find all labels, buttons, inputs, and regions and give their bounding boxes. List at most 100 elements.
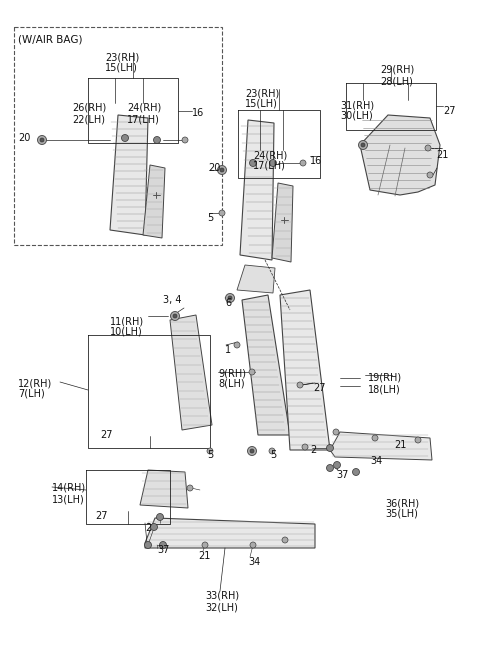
Text: (W/AIR BAG): (W/AIR BAG) (18, 35, 83, 45)
Circle shape (297, 382, 303, 388)
Polygon shape (140, 470, 188, 508)
Text: 20: 20 (208, 163, 220, 173)
Circle shape (173, 314, 177, 318)
Circle shape (159, 541, 167, 548)
Circle shape (249, 369, 255, 375)
Text: 15(LH): 15(LH) (105, 63, 138, 73)
Polygon shape (237, 265, 275, 293)
Circle shape (326, 445, 334, 451)
Polygon shape (240, 120, 274, 260)
Circle shape (207, 448, 213, 454)
Text: 14(RH): 14(RH) (52, 483, 86, 493)
Text: 12(RH): 12(RH) (18, 378, 52, 388)
Circle shape (219, 210, 225, 216)
Circle shape (352, 468, 360, 476)
Text: 22(LH): 22(LH) (72, 114, 105, 124)
Circle shape (250, 159, 256, 167)
Text: 10(LH): 10(LH) (110, 327, 143, 337)
Text: 5: 5 (207, 450, 213, 460)
Circle shape (202, 542, 208, 548)
Circle shape (250, 542, 256, 548)
Polygon shape (170, 315, 212, 430)
Circle shape (326, 464, 334, 472)
Text: 16: 16 (192, 108, 204, 118)
Text: 21: 21 (436, 150, 448, 160)
Text: 27: 27 (100, 430, 112, 440)
Circle shape (415, 437, 421, 443)
Polygon shape (272, 183, 293, 262)
Text: 27: 27 (443, 106, 456, 116)
Polygon shape (145, 518, 315, 548)
Text: 28(LH): 28(LH) (380, 76, 413, 86)
Circle shape (156, 514, 164, 520)
Text: 21: 21 (394, 440, 407, 450)
Text: 8(LH): 8(LH) (218, 379, 245, 389)
Circle shape (121, 134, 129, 142)
Text: 32(LH): 32(LH) (205, 602, 238, 612)
Text: 1: 1 (225, 345, 231, 355)
Circle shape (40, 138, 44, 142)
Text: 34: 34 (248, 557, 260, 567)
Circle shape (170, 312, 180, 321)
Text: 24(RH): 24(RH) (253, 150, 287, 160)
Polygon shape (110, 115, 148, 235)
Text: 37: 37 (336, 470, 348, 480)
Circle shape (425, 145, 431, 151)
Text: 30(LH): 30(LH) (340, 111, 373, 121)
Text: 23(RH): 23(RH) (105, 52, 139, 62)
Circle shape (182, 137, 188, 143)
Circle shape (187, 485, 193, 491)
Text: 9(RH): 9(RH) (218, 368, 246, 378)
Text: 16: 16 (310, 156, 322, 166)
Text: 27: 27 (313, 383, 325, 393)
Circle shape (372, 435, 378, 441)
Text: 21: 21 (198, 551, 210, 561)
Text: 2: 2 (145, 523, 151, 533)
Text: 13(LH): 13(LH) (52, 494, 85, 504)
Text: 2: 2 (310, 445, 316, 455)
Polygon shape (360, 115, 440, 195)
Text: 6: 6 (225, 298, 231, 308)
Text: 26(RH): 26(RH) (72, 103, 106, 113)
Polygon shape (330, 432, 432, 460)
Polygon shape (242, 295, 290, 435)
Circle shape (333, 429, 339, 435)
Circle shape (154, 136, 160, 144)
Text: 37: 37 (157, 545, 169, 555)
Circle shape (228, 296, 232, 300)
Circle shape (300, 160, 306, 166)
Circle shape (248, 447, 256, 455)
Circle shape (250, 449, 254, 453)
Text: 20: 20 (18, 133, 30, 143)
Bar (14, 27, 222, 245)
Text: 17(LH): 17(LH) (127, 114, 160, 124)
Circle shape (269, 159, 276, 167)
Text: 18(LH): 18(LH) (368, 384, 401, 394)
Circle shape (359, 140, 368, 150)
Circle shape (361, 143, 365, 147)
Text: 5: 5 (270, 450, 276, 460)
Polygon shape (143, 165, 165, 238)
Text: 36(RH): 36(RH) (385, 498, 419, 508)
Circle shape (151, 523, 157, 531)
Text: 35(LH): 35(LH) (385, 509, 418, 519)
Text: 33(RH): 33(RH) (205, 591, 239, 601)
Circle shape (220, 168, 224, 172)
Polygon shape (280, 290, 330, 450)
Circle shape (334, 462, 340, 468)
Circle shape (226, 293, 235, 302)
Text: 19(RH): 19(RH) (368, 373, 402, 383)
Text: 29(RH): 29(RH) (380, 65, 414, 75)
Circle shape (427, 172, 433, 178)
Text: 31(RH): 31(RH) (340, 100, 374, 110)
Text: 34: 34 (370, 456, 382, 466)
Circle shape (282, 537, 288, 543)
Circle shape (234, 342, 240, 348)
Text: 3, 4: 3, 4 (163, 295, 181, 305)
Text: 24(RH): 24(RH) (127, 103, 161, 113)
Circle shape (37, 136, 47, 144)
Text: 7(LH): 7(LH) (18, 389, 45, 399)
Text: 27: 27 (95, 511, 108, 521)
Text: 15(LH): 15(LH) (245, 99, 278, 109)
Circle shape (144, 541, 152, 548)
